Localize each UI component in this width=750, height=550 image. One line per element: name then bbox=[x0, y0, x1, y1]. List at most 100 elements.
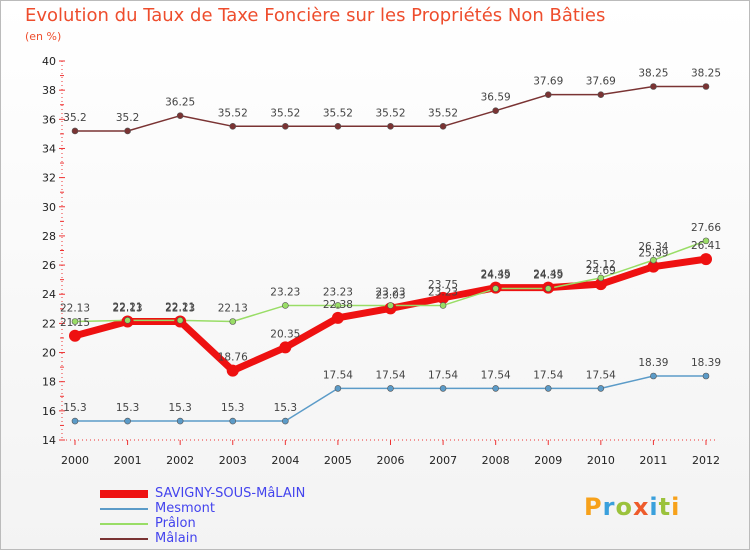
data-point bbox=[439, 123, 447, 130]
data-label: 25.89 bbox=[638, 248, 668, 260]
y-tick-label: 24 bbox=[42, 288, 56, 301]
data-point bbox=[650, 256, 657, 264]
data-point bbox=[544, 285, 552, 292]
y-tick-label: 38 bbox=[42, 84, 56, 97]
y-tick-label: 36 bbox=[42, 113, 56, 126]
data-label: 35.52 bbox=[375, 107, 405, 119]
data-point bbox=[594, 278, 607, 291]
data-label: 15.3 bbox=[168, 402, 191, 414]
data-label: 38.25 bbox=[638, 68, 668, 80]
data-point bbox=[124, 317, 131, 324]
data-point bbox=[387, 123, 394, 130]
data-point bbox=[282, 123, 289, 130]
data-point bbox=[71, 318, 79, 325]
data-label: 35.52 bbox=[270, 107, 300, 119]
data-label: 23.23 bbox=[323, 286, 353, 298]
x-tick-label: 2001 bbox=[114, 454, 142, 467]
data-label: 23.23 bbox=[375, 286, 405, 298]
data-point bbox=[334, 385, 342, 392]
data-point bbox=[597, 91, 605, 98]
y-tick-label: 18 bbox=[42, 376, 56, 389]
x-tick-label: 2009 bbox=[534, 454, 562, 467]
data-label: 35.52 bbox=[218, 107, 248, 119]
x-tick-label: 2000 bbox=[61, 454, 89, 467]
data-label: 17.54 bbox=[428, 369, 458, 381]
data-point bbox=[492, 107, 499, 115]
data-label: 17.54 bbox=[481, 369, 511, 381]
data-point bbox=[71, 127, 79, 135]
y-tick-label: 14 bbox=[42, 434, 56, 447]
data-label: 37.69 bbox=[586, 76, 616, 88]
legend-swatch-mesmont bbox=[100, 508, 148, 510]
data-point bbox=[279, 341, 292, 354]
data-label: 17.54 bbox=[533, 369, 563, 381]
data-label: 27.66 bbox=[691, 222, 721, 234]
data-label: 15.3 bbox=[221, 402, 244, 414]
data-point bbox=[229, 318, 237, 325]
data-label: 22.21 bbox=[165, 301, 195, 313]
x-tick-label: 2004 bbox=[271, 454, 299, 467]
x-tick-label: 2011 bbox=[639, 454, 667, 467]
data-label: 17.54 bbox=[323, 369, 353, 381]
data-label: 25.12 bbox=[586, 259, 616, 271]
data-point bbox=[387, 385, 394, 392]
data-label: 24.45 bbox=[481, 269, 511, 281]
data-point bbox=[176, 417, 184, 425]
x-tick-label: 2010 bbox=[587, 454, 615, 467]
legend-label-savigny: SAVIGNY-SOUS-MâLAIN bbox=[155, 486, 306, 501]
data-label: 35.2 bbox=[116, 112, 139, 124]
data-label: 18.39 bbox=[638, 357, 668, 369]
logo-letter: t bbox=[658, 493, 672, 521]
data-label: 23.03 bbox=[375, 289, 405, 301]
y-tick-label: 34 bbox=[42, 142, 56, 155]
logo-letter: r bbox=[602, 493, 616, 521]
y-tick-label: 26 bbox=[42, 259, 56, 272]
logo-letter: P bbox=[584, 493, 603, 521]
y-tick-label: 30 bbox=[42, 201, 56, 214]
data-label: 22.13 bbox=[60, 302, 90, 314]
data-point bbox=[334, 302, 342, 309]
data-point bbox=[597, 385, 605, 392]
data-label: 35.52 bbox=[428, 107, 458, 119]
data-label: 21.15 bbox=[60, 317, 90, 329]
data-label: 23.23 bbox=[428, 286, 458, 298]
data-point bbox=[492, 285, 499, 292]
data-point bbox=[124, 417, 131, 425]
data-label: 36.25 bbox=[165, 97, 195, 109]
data-point bbox=[702, 237, 710, 245]
data-label: 22.38 bbox=[323, 299, 353, 311]
chart-unit-label: (en %) bbox=[25, 30, 62, 43]
legend-swatch-pralon bbox=[100, 523, 148, 525]
data-label: 24.39 bbox=[481, 270, 511, 282]
data-label: 23.23 bbox=[270, 286, 300, 298]
data-label: 17.54 bbox=[586, 369, 616, 381]
y-tick-label: 20 bbox=[42, 347, 56, 360]
data-point bbox=[282, 417, 289, 425]
legend-swatch-savigny bbox=[100, 490, 148, 498]
data-point bbox=[124, 127, 131, 135]
data-point bbox=[544, 91, 552, 98]
legend-label-malain: Mâlain bbox=[155, 531, 198, 546]
data-point bbox=[702, 83, 710, 90]
legend-label-mesmont: Mesmont bbox=[155, 501, 215, 516]
x-tick-label: 2008 bbox=[482, 454, 510, 467]
data-point bbox=[700, 253, 712, 266]
data-label: 24.39 bbox=[533, 270, 563, 282]
data-point bbox=[650, 83, 657, 90]
data-label: 23.75 bbox=[428, 279, 458, 291]
data-point bbox=[387, 302, 394, 309]
data-point bbox=[650, 372, 657, 380]
y-tick-label: 16 bbox=[42, 405, 56, 418]
data-label: 26.34 bbox=[638, 241, 668, 253]
data-point bbox=[439, 302, 447, 309]
data-label: 15.3 bbox=[116, 402, 139, 414]
data-label: 22.13 bbox=[165, 302, 195, 314]
logo-letter: i bbox=[649, 493, 659, 521]
x-tick-label: 2003 bbox=[219, 454, 247, 467]
data-label: 22.21 bbox=[113, 301, 143, 313]
proxiti-logo: Proxiti bbox=[584, 493, 680, 521]
logo-letter: o bbox=[615, 493, 633, 521]
data-point bbox=[229, 123, 237, 130]
data-label: 15.3 bbox=[63, 402, 86, 414]
